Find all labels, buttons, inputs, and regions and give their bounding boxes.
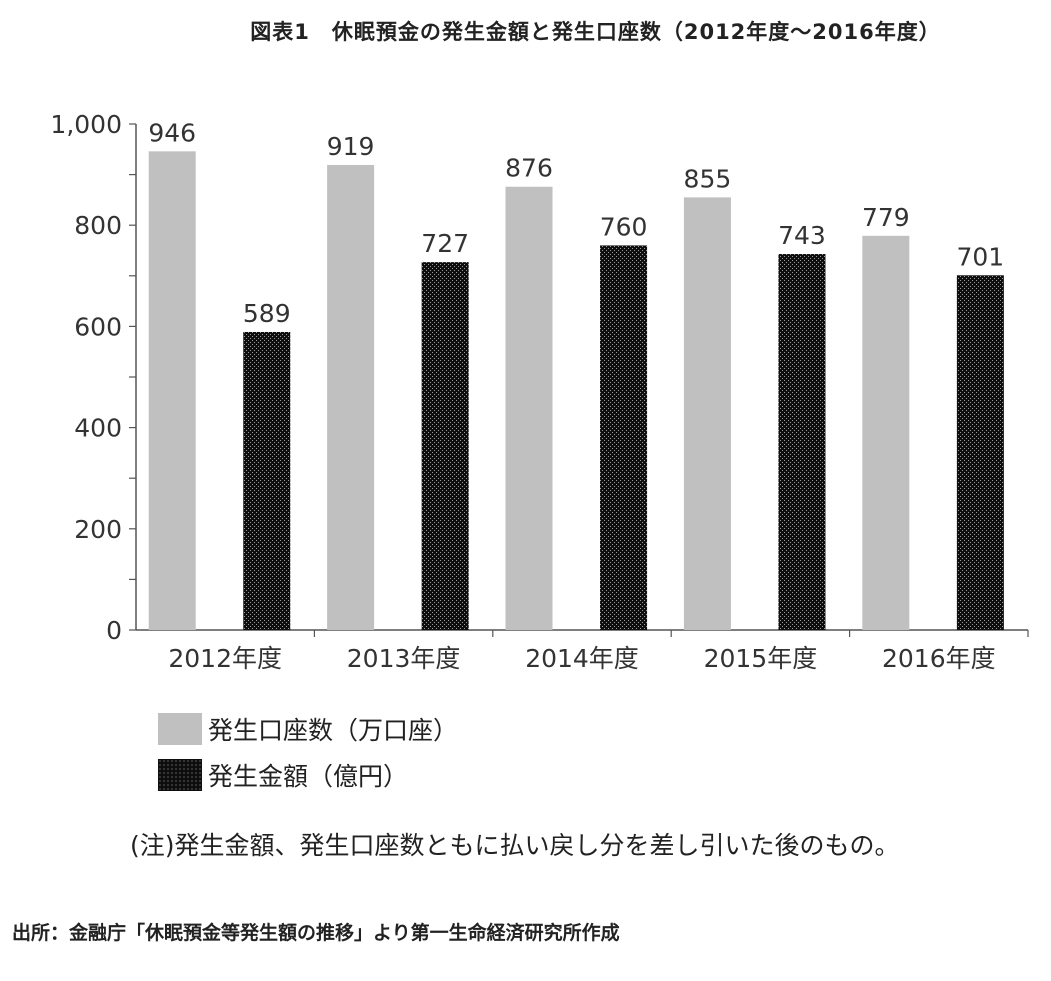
source-text: 出所：金融庁「休眠預金等発生額の推移」より第一生命経済研究所作成 <box>12 922 620 944</box>
y-tick-label: 200 <box>74 515 122 544</box>
data-label: 743 <box>778 221 826 250</box>
data-label: 779 <box>862 203 910 232</box>
x-tick-label: 2014年度 <box>525 644 639 673</box>
y-tick-label: 1,000 <box>50 110 122 139</box>
legend-swatch-amount <box>158 759 202 791</box>
data-label: 946 <box>148 118 196 147</box>
x-tick-label: 2012年度 <box>168 644 282 673</box>
bar-amount <box>421 262 469 630</box>
y-tick-label: 0 <box>106 616 122 645</box>
bar-accounts <box>683 197 731 630</box>
data-label: 701 <box>957 242 1005 271</box>
y-tick-label: 400 <box>74 414 122 443</box>
bar-amount <box>956 275 1004 630</box>
data-label: 919 <box>327 132 375 161</box>
chart-title: 図表1 休眠預金の発生金額と発生口座数（2012年度～2016年度） <box>250 20 941 44</box>
data-label: 876 <box>505 154 553 183</box>
bar-amount <box>778 254 826 631</box>
x-tick-label: 2015年度 <box>704 644 818 673</box>
bar-chart: 0 200 400 600 800 1,000 2012年度 2013年度 2014年度 2015… <box>50 110 1029 673</box>
legend-item-accounts: 発生口座数（万口座） <box>158 711 458 747</box>
bar-amount <box>600 245 648 630</box>
bars <box>148 151 1004 631</box>
bar-amount <box>243 331 291 630</box>
bar-accounts <box>148 151 196 630</box>
chart-note: (注)発生金額、発生口座数ともに払い戻し分を差し引いた後のもの。 <box>130 831 900 860</box>
data-label: 589 <box>243 299 291 328</box>
y-tick-label: 600 <box>74 312 122 341</box>
y-tick-label: 800 <box>74 211 122 240</box>
bar-accounts <box>862 235 910 631</box>
legend-label-amount: 発生金額（億円） <box>208 762 409 791</box>
x-tick-label: 2013年度 <box>347 644 461 673</box>
axes: 0 200 400 600 800 1,000 2012年度 2013年度 2014年度 2015… <box>50 110 1029 673</box>
legend-label-accounts: 発生口座数（万口座） <box>208 716 459 745</box>
data-label: 727 <box>421 229 469 258</box>
data-label: 855 <box>684 164 732 193</box>
legend-item-amount: 発生金額（億円） <box>158 757 408 793</box>
data-label: 760 <box>600 212 648 241</box>
data-labels: 946 589 919 727 876 760 855 743 779 701 <box>148 118 1004 328</box>
bar-accounts <box>327 164 375 630</box>
legend-swatch-accounts <box>158 713 202 745</box>
x-tick-label: 2016年度 <box>882 644 996 673</box>
bar-accounts <box>505 186 553 630</box>
